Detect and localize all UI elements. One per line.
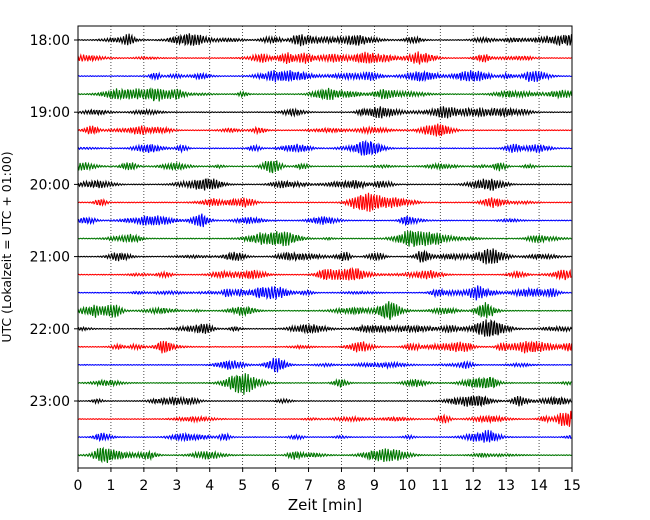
seismogram-trace	[77, 410, 573, 427]
x-tick-label: 0	[74, 478, 83, 494]
x-tick-label: 2	[139, 478, 148, 494]
seismogram-trace	[77, 394, 572, 408]
y-tick-label: 21:00	[30, 250, 70, 266]
x-tick-label: 5	[238, 478, 247, 494]
seismogram-trace	[77, 139, 572, 156]
seismogram-trace	[77, 69, 572, 83]
x-tick-label: 11	[431, 478, 449, 494]
x-axis-label: Zeit [min]	[288, 496, 362, 514]
x-tick-label: 7	[304, 478, 313, 494]
x-tick-label: 9	[370, 478, 379, 494]
x-tick-label: 6	[271, 478, 280, 494]
seismogram-traces	[77, 33, 573, 464]
seismogram-trace	[77, 192, 572, 212]
seismogram-trace	[77, 373, 572, 395]
y-tick-label: 23:00	[30, 394, 70, 410]
seismogram-trace	[77, 248, 572, 265]
seismogram-trace	[77, 106, 572, 119]
x-tick-label: 15	[563, 478, 581, 494]
y-tick-label: 19:00	[30, 105, 70, 121]
seismogram-trace	[77, 319, 572, 337]
y-tick-label: 18:00	[30, 33, 70, 49]
x-axis: 0 1 2 3 4 5 6 7 8 9 10 11 12 13 14 15	[74, 468, 581, 494]
plot-frame	[77, 25, 573, 469]
seismogram-trace	[77, 160, 572, 174]
x-tick-label: 13	[497, 478, 515, 494]
x-tick-label: 1	[106, 478, 115, 494]
y-axis-label: UTC (Lokalzeit = UTC + 01:00)	[0, 151, 14, 342]
seismogram-trace	[77, 357, 572, 373]
seismogram-trace	[77, 285, 572, 301]
y-axis: 18:00 19:00 20:00 21:00 22:00 23:00	[30, 33, 78, 410]
x-tick-label: 4	[205, 478, 214, 494]
x-tick-label: 12	[464, 478, 482, 494]
seismogram-trace	[77, 429, 572, 443]
seismogram-trace	[77, 123, 572, 137]
seismogram-trace	[77, 177, 572, 191]
seismogram-trace	[77, 51, 572, 65]
x-tick-label: 3	[172, 478, 181, 494]
y-tick-label: 22:00	[30, 322, 70, 338]
x-tick-label: 8	[337, 478, 346, 494]
seismogram-trace	[77, 266, 572, 281]
seismogram-trace	[77, 33, 573, 47]
seismogram-trace	[77, 213, 572, 228]
seismogram-trace	[77, 230, 572, 247]
x-tick-label: 10	[398, 478, 416, 494]
seismogram-trace	[77, 87, 573, 102]
y-tick-label: 20:00	[30, 177, 70, 193]
seismogram-trace	[77, 301, 572, 320]
seismogram-trace	[77, 340, 573, 354]
x-tick-label: 14	[530, 478, 548, 494]
seismogram-trace	[77, 446, 572, 464]
